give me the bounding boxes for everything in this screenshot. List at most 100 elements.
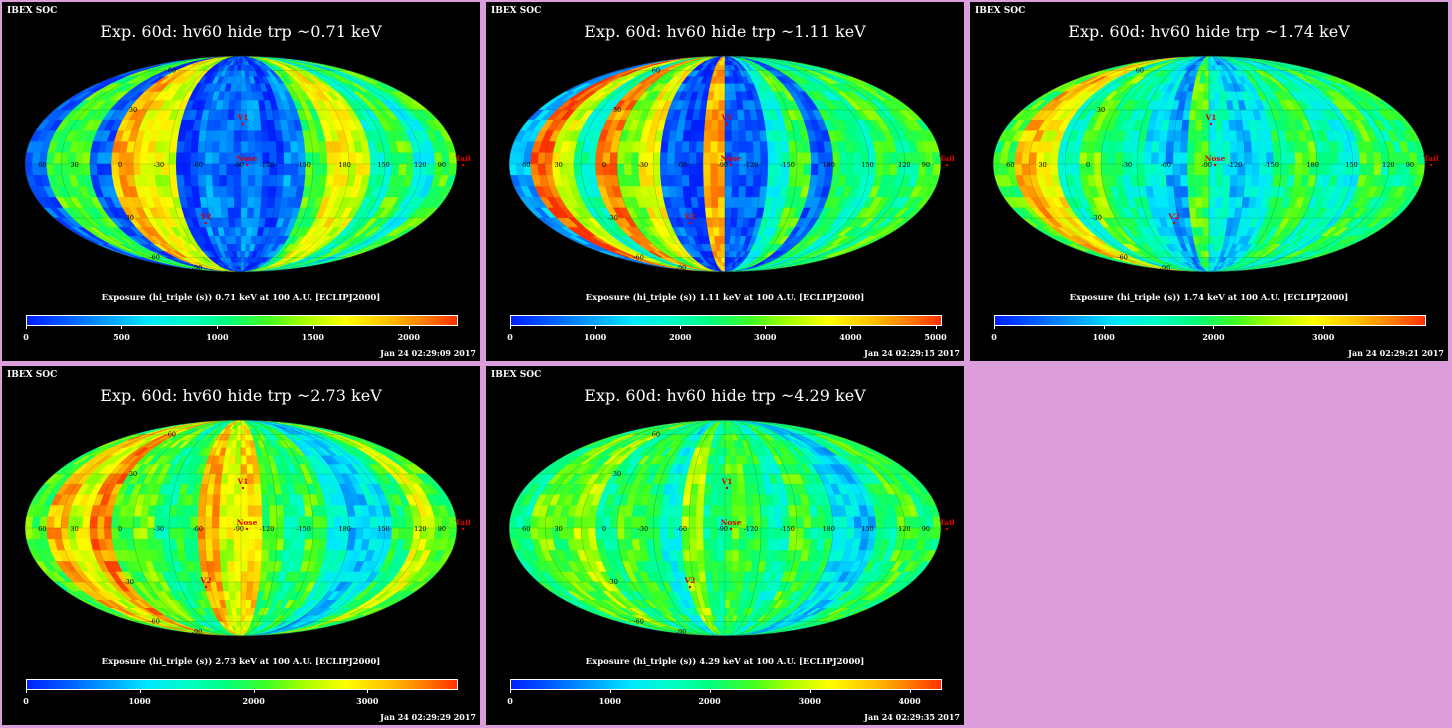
exposure-cell <box>275 186 284 198</box>
exposure-cell <box>1244 163 1253 176</box>
timestamp: Jan 24 02:29:15 2017 <box>864 348 960 358</box>
nose-marker-dot <box>245 163 249 167</box>
colorbar-tick-label: 500 <box>113 332 130 342</box>
sky-map: 60 30 0 -30 -60 -90 -120 -150 180 150 120 906030-30… <box>24 55 471 273</box>
sky-map-panel-1: IBEX SOC Exp. 60d: hv60 hide trp ~0.71 k… <box>2 2 480 361</box>
exposure-cell <box>1130 141 1139 153</box>
exposure-cell <box>681 175 690 187</box>
exposure-cell <box>1205 61 1210 66</box>
exposure-cell <box>713 91 720 101</box>
exposure-cell <box>1021 163 1031 176</box>
colorbar-tick-label: 1500 <box>301 332 324 342</box>
exposure-cell <box>993 163 1002 176</box>
exposure-cell <box>682 186 691 198</box>
exposure-cell <box>715 244 721 252</box>
exposure-cell <box>714 236 721 245</box>
exposure-cell <box>1057 152 1067 165</box>
colorbar-tick <box>312 326 314 329</box>
exposure-cell <box>1143 152 1152 165</box>
exposure-cell <box>724 100 732 111</box>
exposure-cell <box>1028 152 1038 165</box>
exposure-cell <box>1208 186 1217 198</box>
exposure-cell <box>1188 197 1197 209</box>
exposure-cell <box>221 207 229 219</box>
exposure-cell <box>355 163 364 176</box>
exposure-cell <box>283 152 292 165</box>
exposure-cell <box>509 163 518 176</box>
exposure-cell <box>240 141 249 153</box>
exposure-cell <box>1021 152 1031 165</box>
colorbar-tick-label: 0 <box>507 332 513 342</box>
exposure-cell <box>191 130 201 142</box>
exposure-cell <box>204 163 213 176</box>
exposure-cell <box>227 197 235 209</box>
exposure-cell <box>89 152 99 165</box>
exposure-cell <box>268 130 277 142</box>
exposure-cell <box>667 141 676 153</box>
exposure-cell <box>290 141 299 153</box>
exposure-cell <box>1394 152 1404 165</box>
exposure-cell <box>276 175 285 187</box>
exposure-cell <box>297 175 306 187</box>
exposure-cell <box>247 130 256 142</box>
exposure-cell <box>233 130 242 142</box>
exposure-cell <box>760 175 769 187</box>
exposure-cell <box>710 130 719 142</box>
latitude-label: -30 <box>123 214 133 222</box>
exposure-cell <box>711 119 719 131</box>
panel-title: Exp. 60d: hv60 hide trp ~1.11 keV <box>584 22 866 41</box>
exposure-cell <box>1194 130 1203 142</box>
exposure-cell <box>139 163 149 176</box>
exposure-cell <box>176 175 185 187</box>
exposure-cell <box>781 141 790 153</box>
exposure-cell <box>276 141 285 153</box>
exposure-cell <box>1201 175 1210 187</box>
exposure-cell <box>176 141 185 153</box>
exposure-cell <box>1201 130 1210 142</box>
exposure-cell <box>240 227 248 237</box>
latitude-label: -90 <box>676 264 686 272</box>
exposure-cell <box>1243 186 1252 198</box>
exposure-cell <box>405 163 415 176</box>
exposure-cell <box>712 217 720 228</box>
exposure-cell <box>731 163 740 176</box>
exposure-cell <box>717 130 726 142</box>
exposure-cell <box>234 217 242 228</box>
exposure-cell <box>1265 141 1274 153</box>
exposure-cell <box>247 197 255 209</box>
exposure-cell <box>1195 197 1203 209</box>
exposure-cell <box>846 163 855 176</box>
exposure-cell <box>254 186 263 198</box>
exposure-cell <box>222 100 230 111</box>
exposure-cell <box>268 186 277 198</box>
exposure-cell <box>96 163 106 176</box>
exposure-cell <box>509 152 518 165</box>
exposure-cell <box>910 163 920 176</box>
exposure-cell <box>226 141 235 153</box>
exposure-cell <box>724 217 732 228</box>
exposure-cell <box>1208 141 1217 153</box>
exposure-cell <box>1194 175 1203 187</box>
exposure-cell <box>226 186 235 198</box>
latitude-label: -60 <box>149 254 159 262</box>
exposure-cell <box>810 152 819 165</box>
exposure-cell <box>1159 130 1169 142</box>
exposure-cell <box>1208 83 1215 92</box>
exposure-cell <box>82 163 91 176</box>
exposure-cell <box>875 163 884 176</box>
exposure-cell <box>1202 217 1210 228</box>
exposure-cell <box>1330 163 1339 176</box>
exposure-cell <box>724 227 732 237</box>
exposure-cell <box>616 152 625 165</box>
exposure-cell <box>573 152 583 165</box>
v2-marker-dot <box>204 221 208 225</box>
exposure-cell <box>191 186 201 198</box>
exposure-cell <box>1198 83 1205 92</box>
tail-marker-label: Tail <box>455 154 471 163</box>
tail-marker-dot <box>461 163 465 167</box>
exposure-cell <box>240 244 247 252</box>
longitude-label: -60 <box>193 161 203 169</box>
exposure-cell <box>659 163 668 176</box>
exposure-cell <box>1130 175 1139 187</box>
exposure-cell <box>731 207 739 219</box>
